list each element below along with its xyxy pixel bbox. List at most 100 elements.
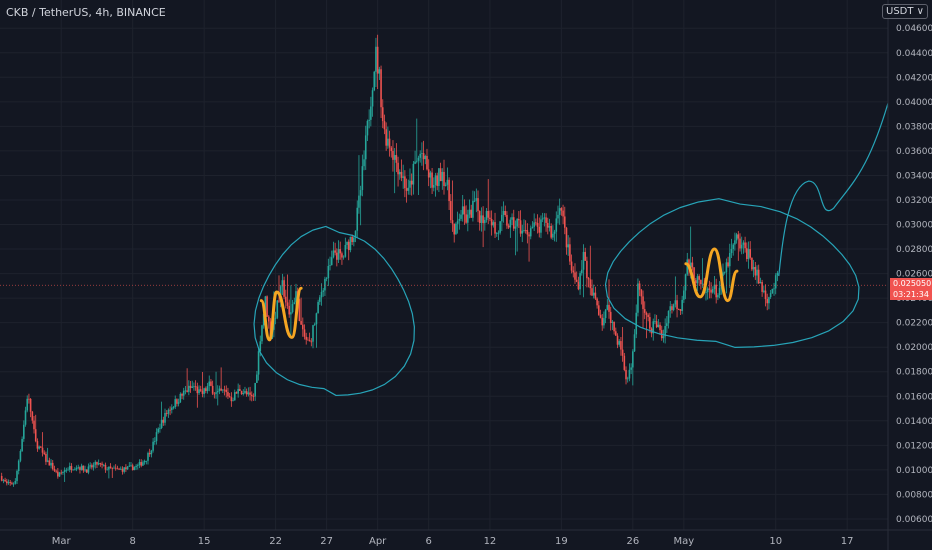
candle-body bbox=[647, 314, 649, 318]
candle-body bbox=[342, 256, 345, 258]
candle-body bbox=[630, 367, 632, 370]
candle-body bbox=[387, 138, 389, 146]
candle-body bbox=[193, 386, 195, 388]
candle-body bbox=[432, 184, 435, 188]
candle-body bbox=[395, 155, 398, 163]
candle-body bbox=[201, 390, 204, 394]
candle-body bbox=[531, 226, 534, 229]
candle-body bbox=[521, 230, 524, 234]
candle-body bbox=[742, 242, 745, 245]
candle-body bbox=[254, 382, 256, 397]
candle-body bbox=[710, 289, 712, 293]
candle-body bbox=[632, 351, 634, 368]
candle-body bbox=[555, 218, 558, 232]
candle-body bbox=[313, 324, 316, 326]
candle-body bbox=[119, 468, 122, 470]
candle-body bbox=[473, 200, 476, 202]
candle-body bbox=[683, 290, 685, 300]
candle-body bbox=[628, 369, 631, 379]
candle-body bbox=[46, 460, 49, 462]
candle-body bbox=[696, 276, 699, 284]
candle-body bbox=[205, 388, 207, 391]
candle-body bbox=[278, 300, 280, 302]
candle-body bbox=[172, 407, 175, 408]
time-tick-label: 27 bbox=[320, 536, 333, 547]
candle-body bbox=[273, 318, 275, 330]
candle-body bbox=[722, 272, 724, 276]
time-tick-label: Apr bbox=[369, 536, 387, 547]
candle-body bbox=[761, 282, 763, 292]
w-pattern-highlight bbox=[684, 247, 739, 303]
candle-body bbox=[393, 155, 396, 160]
candle-body bbox=[92, 464, 95, 468]
candle-body bbox=[470, 209, 473, 218]
candle-body bbox=[51, 462, 54, 470]
time-tick-label: 19 bbox=[555, 536, 568, 547]
candle-body bbox=[167, 409, 170, 414]
candle-body bbox=[298, 299, 301, 322]
candle-body bbox=[330, 257, 333, 266]
candle-body bbox=[776, 272, 779, 276]
candle-body bbox=[53, 469, 56, 471]
candle-body bbox=[211, 385, 214, 394]
candle-body bbox=[74, 469, 76, 471]
candle-body bbox=[577, 281, 580, 290]
candle-body bbox=[601, 317, 604, 326]
candle-body bbox=[101, 463, 103, 466]
time-tick-label: 10 bbox=[769, 536, 782, 547]
candle-body bbox=[68, 466, 71, 470]
candle-body bbox=[754, 266, 757, 276]
candle-body bbox=[317, 301, 319, 314]
candle-body bbox=[570, 261, 573, 271]
candle-body bbox=[262, 313, 265, 326]
candle-body bbox=[157, 428, 160, 433]
candle-body bbox=[705, 292, 707, 294]
candle-body bbox=[730, 249, 733, 254]
candle-body bbox=[580, 269, 583, 274]
candle-body bbox=[478, 210, 481, 223]
candle-body bbox=[773, 288, 775, 290]
candle-body bbox=[749, 249, 752, 258]
candle-body bbox=[482, 215, 484, 224]
candle-body bbox=[244, 391, 246, 394]
candle-body bbox=[222, 389, 224, 391]
candle-body bbox=[620, 341, 622, 350]
candle-body bbox=[63, 470, 66, 473]
candle-body bbox=[766, 299, 769, 304]
candle-body bbox=[2, 479, 5, 481]
last-price-value: 0.025050 bbox=[893, 279, 932, 288]
candle-body bbox=[759, 282, 762, 284]
candle-body bbox=[138, 462, 141, 466]
candle-body bbox=[504, 211, 507, 216]
candle-body bbox=[642, 296, 644, 310]
candle-body bbox=[480, 215, 483, 223]
candle-body bbox=[9, 482, 12, 483]
candle-body bbox=[681, 299, 683, 311]
candle-body bbox=[385, 129, 387, 146]
candle-body bbox=[596, 298, 598, 306]
candle-body bbox=[415, 160, 418, 162]
candle-body bbox=[327, 265, 330, 279]
candle-body bbox=[232, 400, 234, 402]
time-tick-label: 22 bbox=[269, 536, 282, 547]
time-tick-label: 15 bbox=[198, 536, 211, 547]
candle-body bbox=[43, 452, 46, 454]
candle-body bbox=[771, 288, 774, 294]
candle-body bbox=[346, 241, 348, 245]
candle-body bbox=[295, 291, 297, 303]
candle-body bbox=[609, 311, 612, 323]
currency-dropdown[interactable]: USDT ∨ bbox=[882, 4, 928, 19]
candle-body bbox=[308, 340, 311, 342]
candle-body bbox=[603, 318, 605, 326]
candle-body bbox=[502, 211, 505, 215]
time-axis[interactable]: Mar 8 15 22 27 Apr 6 12 19 26 May 10 17 bbox=[0, 529, 932, 547]
candle-body bbox=[99, 463, 102, 464]
candle-body bbox=[567, 244, 569, 248]
candle-body bbox=[584, 251, 586, 261]
